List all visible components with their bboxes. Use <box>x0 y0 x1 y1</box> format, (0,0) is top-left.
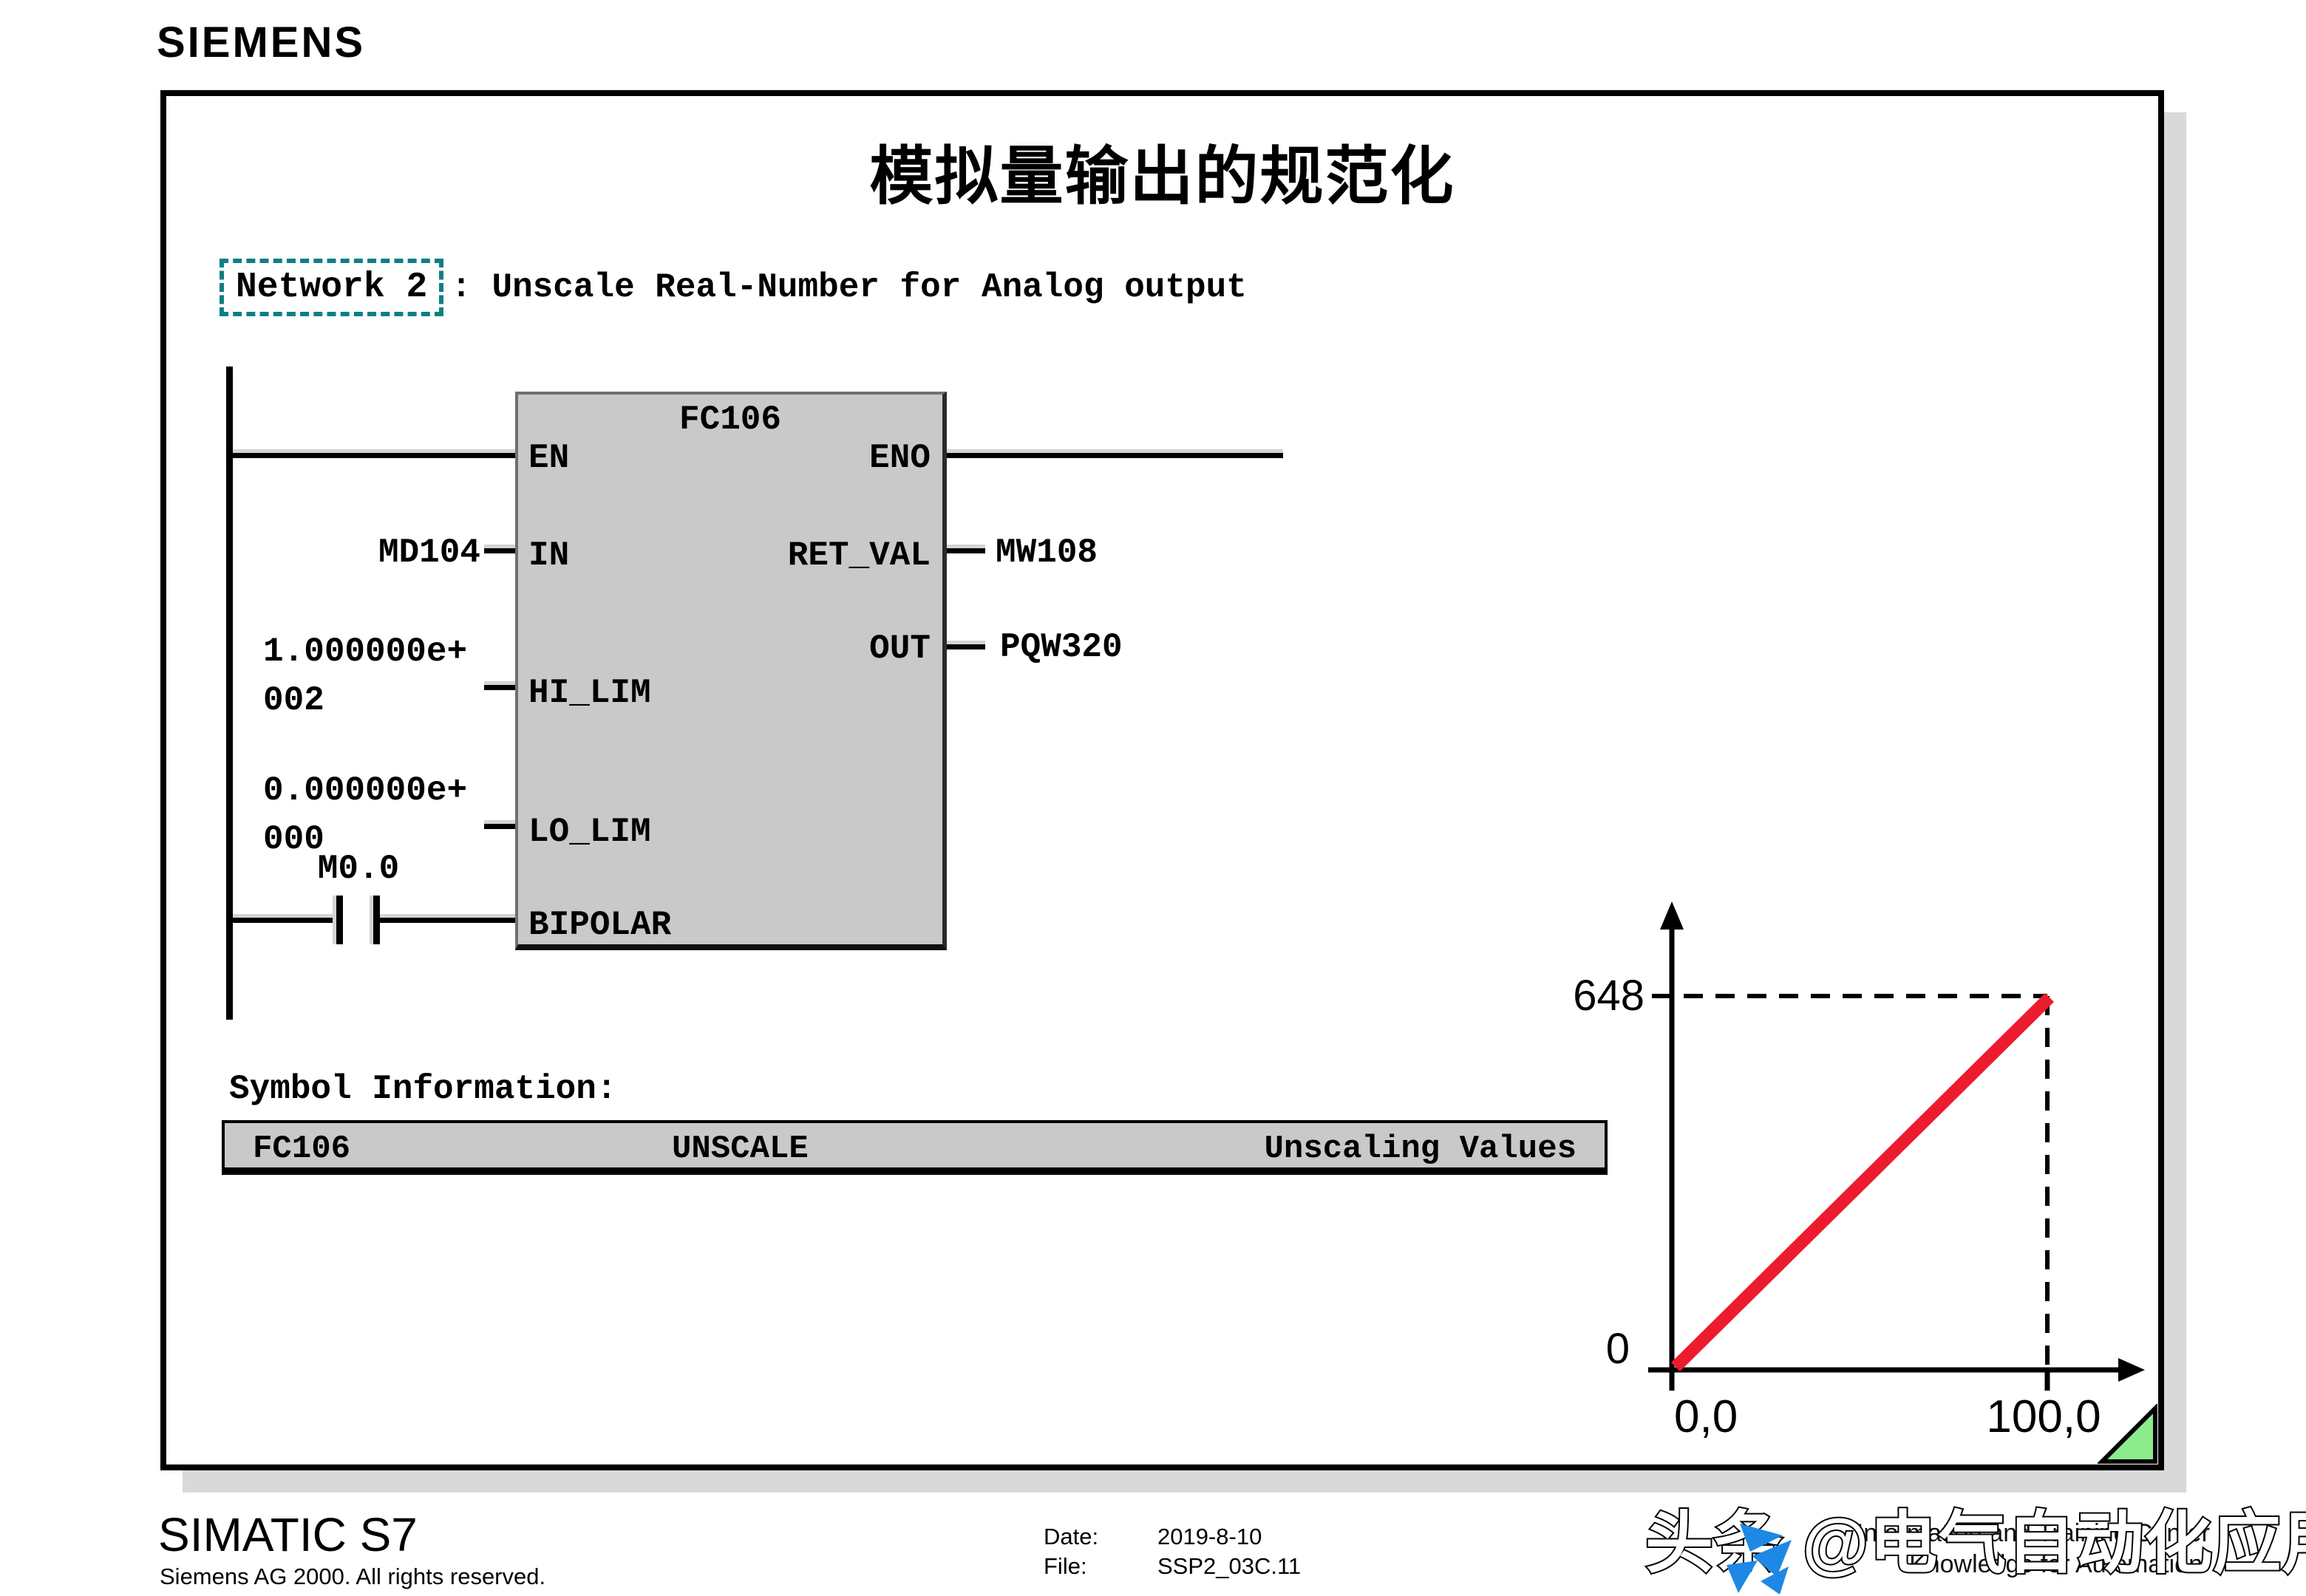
operand-in[interactable]: MD104 <box>378 533 480 572</box>
y-max-tick-label: 648 <box>1573 972 1645 1020</box>
wire-eno <box>947 453 1283 458</box>
footer-file-value: SSP2_03C.11 <box>1157 1553 1302 1579</box>
operand-lo-lim-line1[interactable]: 0.000000e+ <box>263 771 468 810</box>
operand-ret-val[interactable]: MW108 <box>996 533 1098 572</box>
operand-contact[interactable]: M0.0 <box>317 850 400 888</box>
symbol-info-table: FC106 UNSCALE Unscaling Values <box>222 1120 1608 1175</box>
pin-lo-lim: LO_LIM <box>528 813 651 851</box>
x-max-tick-label: 100,0 <box>1986 1391 2101 1442</box>
network-header: Network 2 : Unscale Real-Number for Anal… <box>220 259 1247 316</box>
operand-hi-lim-line2[interactable]: 002 <box>263 681 324 720</box>
pin-eno: ENO <box>869 439 931 477</box>
network-label[interactable]: Network 2 <box>220 259 444 316</box>
operand-lo-lim-line2[interactable]: 000 <box>263 820 324 859</box>
y-axis-arrow <box>1660 901 1684 930</box>
siemens-logo: SIEMENS <box>157 18 366 66</box>
footer-product: SIMATIC S7 <box>158 1508 418 1561</box>
slide-title: 模拟量输出的规范化 <box>869 141 1455 212</box>
y-origin-tick-label: 0 <box>1605 1325 1630 1373</box>
x-min-tick-label: 0,0 <box>1674 1391 1738 1442</box>
wire-bipolar-left <box>233 918 336 923</box>
x-axis-arrow <box>2118 1358 2145 1382</box>
operand-out[interactable]: PQW320 <box>1000 628 1123 666</box>
network-comment: : Unscale Real-Number for Analog output <box>451 268 1247 307</box>
fc106-block[interactable]: FC106 EN IN HI_LIM LO_LIM BIPOLAR ENO RE… <box>515 392 947 950</box>
wire-lo-lim <box>484 824 515 829</box>
footer-date-value: 2019-8-10 <box>1157 1524 1262 1549</box>
operand-hi-lim-line1[interactable]: 1.000000e+ <box>263 632 468 671</box>
wire-in <box>484 548 515 553</box>
wire-en <box>233 453 515 458</box>
pin-bipolar: BIPOLAR <box>528 906 672 944</box>
green-corner-fold <box>2098 1404 2157 1464</box>
symbol-col-address: FC106 <box>253 1130 351 1167</box>
wire-hi-lim <box>484 685 515 690</box>
footer-file-label: File: <box>1044 1553 1087 1579</box>
block-title: FC106 <box>678 400 782 439</box>
pin-ret-val: RET_VAL <box>787 536 931 575</box>
symbol-col-name: UNSCALE <box>672 1130 809 1167</box>
footer-date-label: Date: <box>1044 1524 1099 1549</box>
pin-hi-lim: HI_LIM <box>528 674 651 712</box>
toutiao-logo-icon <box>1727 1524 1792 1595</box>
pin-in: IN <box>528 536 570 575</box>
wire-bipolar-right <box>380 918 515 923</box>
red-transfer-line <box>1671 992 2054 1372</box>
slide: 模拟量输出的规范化 Network 2 : Unscale Real-Numbe… <box>160 90 2164 1470</box>
symbol-info-heading: Symbol Information: <box>229 1070 617 1108</box>
wire-out <box>947 644 985 649</box>
contact-bar-left <box>336 896 343 944</box>
unscale-graph <box>1648 901 2145 1391</box>
pin-out: OUT <box>869 630 931 668</box>
symbol-col-comment: Unscaling Values <box>1264 1130 1577 1167</box>
footer-training-center-line: Information and Training Center <box>1856 1519 2210 1547</box>
contact-bar-right <box>373 896 380 944</box>
pin-en: EN <box>528 439 570 477</box>
power-rail <box>226 366 233 1020</box>
footer-knowledge-line: Knowledge for Automation <box>1909 1550 2203 1578</box>
wire-ret-val <box>947 548 985 553</box>
footer-copyright: Siemens AG 2000. All rights reserved. <box>160 1563 546 1589</box>
